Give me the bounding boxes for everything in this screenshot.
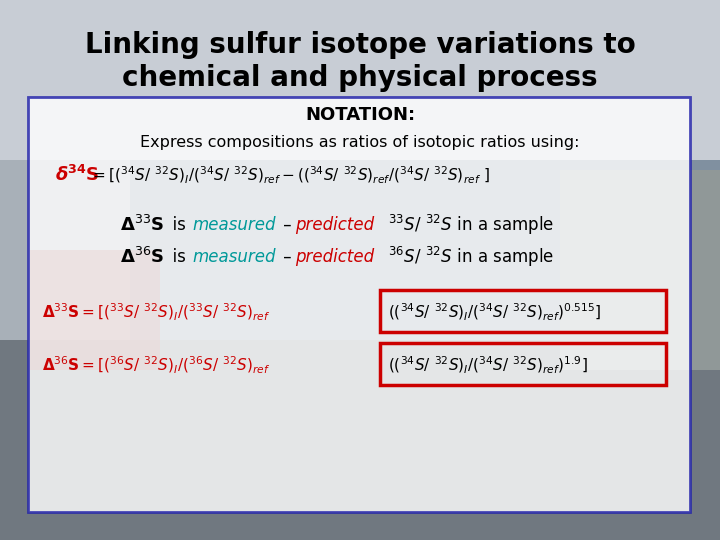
Text: –: – — [278, 216, 292, 234]
Text: $= [(^{34}S/\ ^{32}S)_I/(^{34}S/\ ^{32}S)_{ref} - ((^{34}S/\ ^{32}S)_{ref}/(^{34: $= [(^{34}S/\ ^{32}S)_I/(^{34}S/\ ^{32}S… — [90, 165, 490, 186]
FancyBboxPatch shape — [0, 340, 720, 540]
Text: predicted: predicted — [295, 216, 374, 234]
Text: NOTATION:: NOTATION: — [305, 106, 415, 124]
Text: $\boldsymbol{\Delta}^{33}\mathbf{S} = [(^{33}S/\ ^{32}S)_I/(^{33}S/\ ^{32}S)_{re: $\boldsymbol{\Delta}^{33}\mathbf{S} = [(… — [42, 301, 270, 322]
Text: $^{36}S/\ ^{32}S$ in a sample: $^{36}S/\ ^{32}S$ in a sample — [383, 245, 554, 269]
FancyBboxPatch shape — [30, 250, 160, 370]
Text: $\mathbf{\Delta}^{33}\mathbf{S}$: $\mathbf{\Delta}^{33}\mathbf{S}$ — [120, 215, 164, 235]
Text: Express compositions as ratios of isotopic ratios using:: Express compositions as ratios of isotop… — [140, 134, 580, 150]
FancyBboxPatch shape — [560, 170, 720, 370]
FancyBboxPatch shape — [0, 160, 720, 340]
Text: measured: measured — [192, 248, 276, 266]
Text: $\boldsymbol{\delta}^{\mathbf{34}}\mathbf{S}$: $\boldsymbol{\delta}^{\mathbf{34}}\mathb… — [55, 165, 99, 185]
Text: –: – — [278, 248, 292, 266]
Text: Linking sulfur isotope variations to: Linking sulfur isotope variations to — [85, 31, 635, 59]
Text: measured: measured — [192, 216, 276, 234]
FancyBboxPatch shape — [0, 0, 720, 160]
FancyBboxPatch shape — [0, 160, 130, 340]
Text: $\boldsymbol{\Delta}^{36}\mathbf{S} = [(^{36}S/\ ^{32}S)_I/(^{36}S/\ ^{32}S)_{re: $\boldsymbol{\Delta}^{36}\mathbf{S} = [(… — [42, 354, 270, 375]
Text: $((^{34}S/\ ^{32}S)_I/(^{34}S/\ ^{32}S)_{ref})^{0.515}]$: $((^{34}S/\ ^{32}S)_I/(^{34}S/\ ^{32}S)_… — [388, 301, 601, 322]
Text: is: is — [162, 248, 197, 266]
Text: chemical and physical process: chemical and physical process — [122, 64, 598, 92]
Text: $((^{34}S/\ ^{32}S)_I/(^{34}S/\ ^{32}S)_{ref})^{1.9}]$: $((^{34}S/\ ^{32}S)_I/(^{34}S/\ ^{32}S)_… — [388, 354, 588, 375]
Text: $^{33}S/\ ^{32}S$ in a sample: $^{33}S/\ ^{32}S$ in a sample — [383, 213, 554, 237]
FancyBboxPatch shape — [28, 97, 690, 512]
Text: is: is — [162, 216, 197, 234]
Text: $\mathbf{\Delta}^{36}\mathbf{S}$: $\mathbf{\Delta}^{36}\mathbf{S}$ — [120, 247, 164, 267]
Text: predicted: predicted — [295, 248, 374, 266]
